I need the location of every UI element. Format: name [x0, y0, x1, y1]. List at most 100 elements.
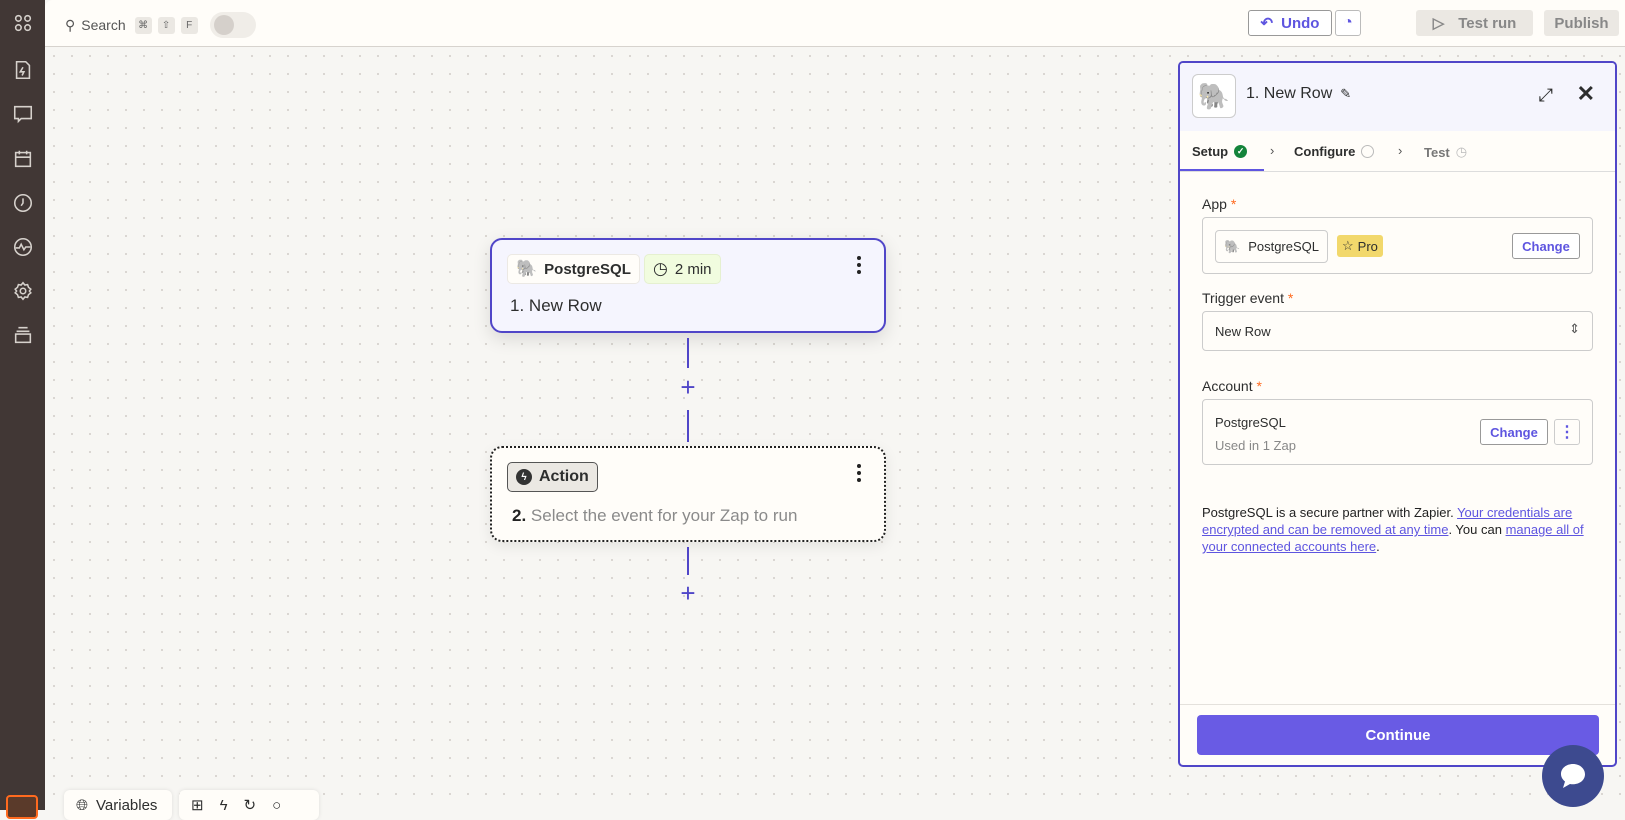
test-run-button[interactable]: ▷ Test run: [1416, 10, 1533, 36]
undo-label: Undo: [1281, 14, 1320, 32]
undo-button[interactable]: ↶ Undo: [1248, 10, 1332, 36]
undo-icon: ↶: [1260, 15, 1274, 32]
history-icon[interactable]: [11, 191, 34, 214]
change-account-button[interactable]: Change: [1480, 419, 1548, 445]
calendar-icon[interactable]: [11, 147, 34, 170]
app-chip: 🐘 PostgreSQL: [507, 254, 640, 284]
canvas-tools: ⊞ ϟ ↻ ○: [179, 790, 319, 820]
clock-icon: ◷: [653, 259, 668, 278]
sidebar: [0, 0, 45, 819]
chevron-right-icon: ›: [1270, 143, 1275, 158]
panel-header: 🐘 1. New Row ✎ ⤢ ✕: [1180, 63, 1615, 131]
tab-configure[interactable]: Configure: [1294, 144, 1375, 159]
action-chip: ϟ Action: [507, 462, 598, 492]
variables-label: Variables: [96, 796, 158, 814]
credentials-link[interactable]: Your credentials are encrypted and can b…: [1202, 505, 1573, 537]
check-circle-icon: ✓: [1234, 145, 1248, 158]
selected-value: New Row: [1215, 324, 1271, 339]
panel-title-text: 1. New Row: [1246, 85, 1333, 102]
chat-bubble-icon: [1561, 764, 1585, 788]
add-step-button[interactable]: +: [680, 578, 696, 608]
security-info-text: PostgreSQL is a secure partner with Zapi…: [1202, 504, 1587, 555]
apps-icon[interactable]: [11, 11, 34, 34]
info-text: PostgreSQL is a secure partner with Zapi…: [1202, 505, 1458, 520]
more-options-icon[interactable]: [856, 464, 862, 482]
app-field: 🐘 PostgreSQL ☆ Pro Change: [1202, 217, 1593, 274]
step-placeholder: Select the event for your Zap to run: [530, 506, 798, 525]
zap-file-icon[interactable]: [11, 58, 34, 81]
shortcut-key: ⇧: [157, 16, 175, 34]
manage-accounts-link[interactable]: manage all of your connected accounts he…: [1202, 522, 1584, 554]
account-field: PostgreSQL Used in 1 Zap Change ⋮: [1202, 399, 1593, 465]
chevron-right-icon: ›: [1398, 143, 1403, 158]
continue-button[interactable]: Continue: [1197, 715, 1599, 755]
empty-circle-icon: [1361, 145, 1375, 158]
zapier-logo[interactable]: [6, 795, 38, 819]
account-field-label: Account *: [1202, 378, 1262, 394]
refresh-icon[interactable]: ↻: [243, 797, 257, 814]
chat-icon[interactable]: [11, 102, 34, 125]
connector-line: [687, 338, 689, 368]
step-name: New Row: [528, 296, 602, 315]
step-editor-panel: 🐘 1. New Row ✎ ⤢ ✕ Setup ✓ › Configure › T…: [1178, 61, 1617, 767]
postgresql-logo-icon: 🐘: [1224, 238, 1241, 254]
required-mark: *: [1230, 196, 1237, 212]
search-icon: ⚲: [65, 16, 76, 33]
clock-icon: ◷: [1455, 144, 1468, 159]
tab-label: Test: [1424, 144, 1450, 160]
connector-line: [687, 547, 689, 575]
tab-test[interactable]: Test ◷: [1424, 144, 1467, 160]
star-icon: ☆: [1342, 238, 1354, 253]
expand-icon[interactable]: ⤢: [1538, 85, 1553, 105]
tab-label: Configure: [1294, 144, 1356, 159]
step-title: 2. Select the event for your Zap to run: [512, 506, 797, 526]
required-mark: *: [1287, 290, 1294, 306]
search-button[interactable]: ⚲ Search ⌘ ⇧ F: [65, 12, 256, 38]
info-text: .: [1376, 539, 1380, 554]
tab-label: Setup: [1192, 144, 1229, 159]
pencil-icon[interactable]: ✎: [1340, 86, 1352, 101]
connector-line: [687, 410, 689, 442]
add-grid-icon[interactable]: ⊞: [191, 797, 204, 814]
search-icon[interactable]: ○: [272, 796, 282, 814]
trigger-step-card[interactable]: 🐘 PostgreSQL ◷ 2 min 1. New Row: [490, 238, 886, 333]
action-step-card[interactable]: ϟ Action 2. Select the event for your Zap…: [490, 446, 886, 542]
bolt-icon[interactable]: ϟ: [219, 796, 228, 814]
version-history-button[interactable]: ◔: [1335, 10, 1361, 36]
toggle-switch[interactable]: [209, 12, 256, 38]
stack-icon[interactable]: [11, 323, 34, 346]
app-chip: 🐘 PostgreSQL: [1215, 230, 1329, 263]
step-number: 2.: [512, 506, 527, 525]
play-icon: ▷: [1432, 15, 1445, 32]
publish-button[interactable]: Publish: [1544, 10, 1619, 36]
trigger-event-select[interactable]: New Row ⇕: [1202, 311, 1593, 351]
more-options-icon[interactable]: [856, 256, 862, 274]
search-label: Search: [81, 17, 126, 33]
settings-icon[interactable]: [11, 279, 34, 302]
top-bar: ⚲ Search ⌘ ⇧ F: [45, 0, 1625, 47]
add-step-button[interactable]: +: [680, 372, 696, 402]
postgresql-logo-icon: 🐘: [516, 259, 538, 278]
poll-time-badge: ◷ 2 min: [644, 254, 721, 284]
account-name: PostgreSQL: [1215, 415, 1286, 430]
app-name: PostgreSQL: [1248, 239, 1320, 254]
activity-icon[interactable]: [11, 235, 34, 258]
panel-title[interactable]: 1. New Row ✎: [1246, 85, 1351, 103]
app-field-label: App *: [1202, 196, 1236, 212]
label-text: Account: [1202, 378, 1253, 394]
test-run-label: Test run: [1458, 14, 1517, 32]
account-more-icon[interactable]: ⋮: [1554, 419, 1580, 445]
required-mark: *: [1256, 378, 1262, 394]
step-number: 1.: [510, 296, 525, 315]
label-text: App: [1202, 196, 1227, 212]
info-text: . You can: [1448, 522, 1506, 537]
account-usage: Used in 1 Zap: [1215, 438, 1296, 453]
postgresql-logo-icon: 🐘: [1192, 74, 1236, 118]
close-icon[interactable]: ✕: [1576, 81, 1595, 106]
app-name: PostgreSQL: [544, 260, 631, 278]
step-tabs: Setup ✓ › Configure › Test ◷: [1180, 131, 1615, 172]
chat-support-button[interactable]: [1542, 745, 1604, 807]
tab-setup[interactable]: Setup ✓: [1180, 144, 1265, 171]
change-app-button[interactable]: Change: [1512, 233, 1580, 259]
variables-button[interactable]: 🌐︎ Variables: [64, 790, 172, 820]
